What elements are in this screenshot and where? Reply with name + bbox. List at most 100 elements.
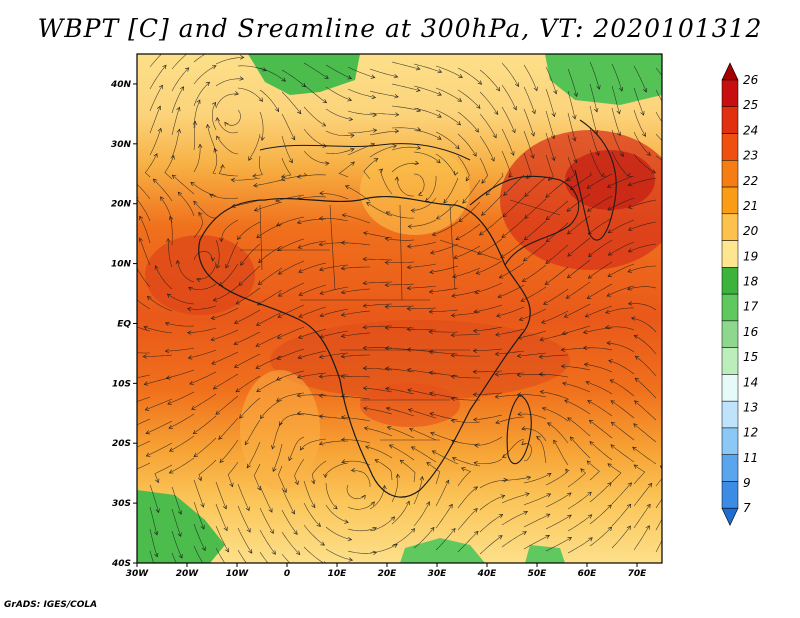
streamline-arrow-icon [340, 312, 346, 317]
streamline-arrow-icon [363, 406, 368, 411]
streamline [369, 68, 398, 78]
streamline-arrow-icon [584, 313, 590, 318]
streamline [137, 462, 151, 470]
lon-tick-label: 0 [284, 569, 290, 579]
streamline-arrow-icon [610, 400, 616, 405]
streamline-arrow-icon [605, 309, 610, 314]
streamline-arrow-icon [193, 452, 199, 457]
streamline-arrow-icon [388, 444, 394, 449]
india-coastline [574, 119, 617, 241]
streamline [171, 54, 188, 70]
streamline-arrow-icon [481, 211, 486, 216]
colorbar-label: 19 [743, 249, 758, 263]
streamline [193, 251, 214, 262]
streamline [501, 150, 512, 178]
streamline [342, 214, 371, 224]
streamline [386, 211, 415, 219]
streamline [215, 547, 226, 563]
streamline-arrow-icon [500, 494, 506, 499]
streamline-arrow-icon [541, 406, 547, 411]
streamline-arrow-icon [453, 254, 458, 260]
streamline [610, 444, 635, 463]
streamline-arrow-icon [318, 393, 323, 398]
streamline-arrow-icon [538, 354, 544, 359]
streamline [196, 261, 217, 280]
streamline-arrow-icon [448, 503, 453, 509]
streamline-arrow-icon [451, 528, 456, 533]
streamline-arrow-icon [646, 151, 651, 156]
streamline [167, 238, 173, 268]
streamline-arrow-icon [545, 259, 550, 264]
streamline-arrow-icon [394, 128, 400, 134]
streamline [633, 464, 646, 485]
streamline-arrow-icon [240, 55, 245, 60]
streamline-arrow-icon [361, 494, 366, 500]
streamline-arrow-icon [176, 106, 181, 112]
streamline-arrow-icon [667, 505, 671, 509]
streamline [408, 409, 437, 419]
streamline-arrow-icon [145, 452, 151, 457]
streamline-arrow-icon [565, 468, 570, 474]
streamline [655, 518, 662, 531]
streamline-arrow-icon [275, 107, 279, 113]
streamline [213, 373, 239, 390]
streamline-arrow-icon [553, 439, 558, 445]
streamline-arrow-icon [363, 231, 368, 236]
streamline [231, 199, 261, 207]
streamline-arrow-icon [385, 406, 391, 411]
streamline-arrow-icon [627, 226, 633, 231]
map-frame [136, 53, 663, 564]
streamline-arrow-icon [406, 265, 412, 270]
streamline-arrow-icon [539, 337, 544, 342]
streamline [193, 121, 196, 151]
streamline-arrow-icon [495, 86, 501, 92]
streamline-arrow-icon [298, 268, 303, 273]
streamline [391, 146, 421, 151]
streamline [546, 200, 569, 221]
streamline [451, 420, 481, 423]
streamline-arrow-icon [545, 215, 551, 221]
streamline [259, 529, 276, 555]
warm-core-west-africa [145, 235, 255, 315]
streamline-arrow-icon [157, 574, 161, 578]
streamline-arrow-icon [630, 316, 636, 321]
streamline-arrow-icon [288, 456, 293, 462]
streamline-arrow-icon [641, 132, 646, 137]
streamline [457, 486, 478, 509]
streamline-arrow-icon [560, 364, 566, 369]
streamline [451, 311, 481, 316]
streamline-arrow-icon [619, 152, 624, 157]
streamline-arrow-icon [212, 297, 218, 302]
streamline-arrow-icon [176, 128, 181, 134]
streamline-arrow-icon [189, 380, 194, 385]
streamline-arrow-icon [627, 268, 632, 273]
streamline [611, 482, 632, 505]
streamline-arrow-icon [233, 363, 239, 368]
streamline [631, 317, 657, 333]
streamline-arrow-icon [473, 508, 478, 513]
streamline-arrow-icon [497, 294, 502, 299]
streamline [385, 238, 415, 241]
streamline [407, 389, 437, 397]
streamline [298, 262, 327, 273]
streamline-arrow-icon [384, 236, 390, 242]
streamline-arrow-icon [341, 459, 346, 464]
streamline-arrow-icon [175, 259, 180, 265]
streamline-arrow-icon [276, 222, 281, 227]
streamline [277, 326, 305, 339]
streamline-arrow-icon [233, 341, 239, 346]
streamline [338, 161, 355, 178]
streamline-arrow-icon [362, 345, 367, 351]
streamline [259, 485, 273, 513]
streamline [146, 442, 173, 457]
streamline-arrow-icon [323, 473, 328, 479]
streamline [407, 349, 437, 353]
streamline-arrow-icon [218, 435, 223, 440]
streamline-arrow-icon [498, 274, 504, 279]
streamline [347, 143, 375, 156]
streamline [171, 67, 189, 92]
streamline-arrow-icon [538, 372, 544, 377]
streamline-arrow-icon [587, 207, 592, 212]
streamline-arrow-icon [378, 168, 383, 173]
streamline-arrow-icon [130, 178, 134, 182]
